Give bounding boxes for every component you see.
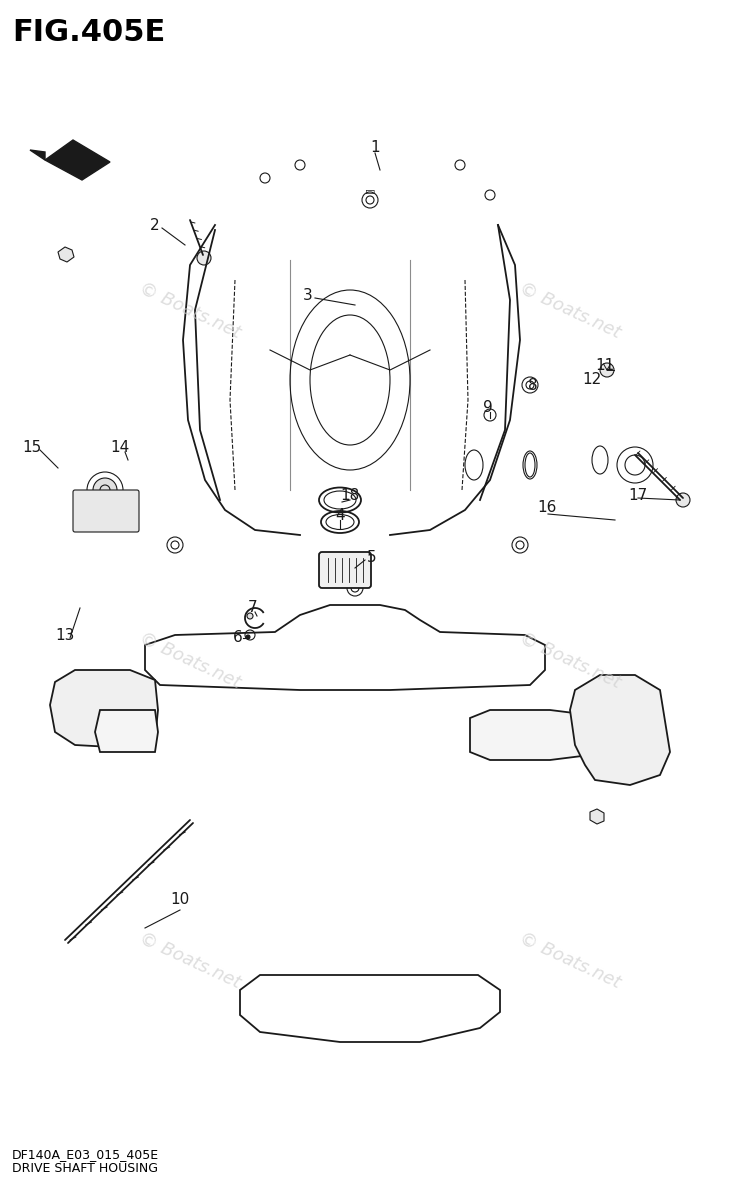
Text: © Boats.net: © Boats.net — [516, 278, 624, 341]
Text: 1: 1 — [370, 140, 380, 156]
Text: ▭: ▭ — [365, 187, 375, 197]
Polygon shape — [30, 150, 45, 160]
Text: FIG.405E: FIG.405E — [12, 18, 165, 47]
Circle shape — [247, 613, 253, 619]
FancyBboxPatch shape — [319, 552, 371, 588]
Text: © Boats.net: © Boats.net — [137, 278, 244, 341]
FancyBboxPatch shape — [73, 490, 139, 532]
Polygon shape — [45, 140, 110, 180]
Text: 18: 18 — [341, 487, 359, 503]
Text: DRIVE SHAFT HOUSING: DRIVE SHAFT HOUSING — [12, 1162, 158, 1175]
Text: 17: 17 — [628, 487, 648, 503]
Circle shape — [93, 478, 117, 502]
Polygon shape — [470, 710, 605, 760]
Text: 2: 2 — [150, 217, 160, 233]
Text: © Boats.net: © Boats.net — [137, 629, 244, 691]
Text: 7: 7 — [248, 600, 257, 616]
Text: 15: 15 — [23, 440, 42, 456]
Circle shape — [246, 635, 250, 638]
Circle shape — [197, 251, 211, 265]
Text: 8: 8 — [528, 378, 538, 392]
Circle shape — [600, 362, 614, 377]
Circle shape — [676, 493, 690, 506]
Text: © Boats.net: © Boats.net — [137, 929, 244, 991]
Polygon shape — [58, 247, 74, 262]
Text: 3: 3 — [303, 288, 313, 302]
Text: 5: 5 — [367, 551, 377, 565]
Text: 9: 9 — [483, 401, 493, 415]
Text: 10: 10 — [171, 893, 190, 907]
Polygon shape — [590, 809, 604, 824]
Text: 4: 4 — [335, 508, 345, 522]
Text: FWD: FWD — [63, 1031, 91, 1049]
Text: DF140A_E03_015_405E: DF140A_E03_015_405E — [12, 1148, 159, 1162]
Text: 12: 12 — [582, 372, 602, 388]
Text: © Boats.net: © Boats.net — [516, 629, 624, 691]
Text: 14: 14 — [110, 440, 130, 456]
Text: 11: 11 — [596, 358, 615, 372]
Polygon shape — [50, 670, 158, 748]
Polygon shape — [95, 710, 158, 752]
Text: 6: 6 — [233, 630, 243, 646]
Polygon shape — [570, 674, 670, 785]
Text: 13: 13 — [55, 628, 75, 642]
Text: 16: 16 — [538, 500, 556, 516]
Text: © Boats.net: © Boats.net — [516, 929, 624, 991]
